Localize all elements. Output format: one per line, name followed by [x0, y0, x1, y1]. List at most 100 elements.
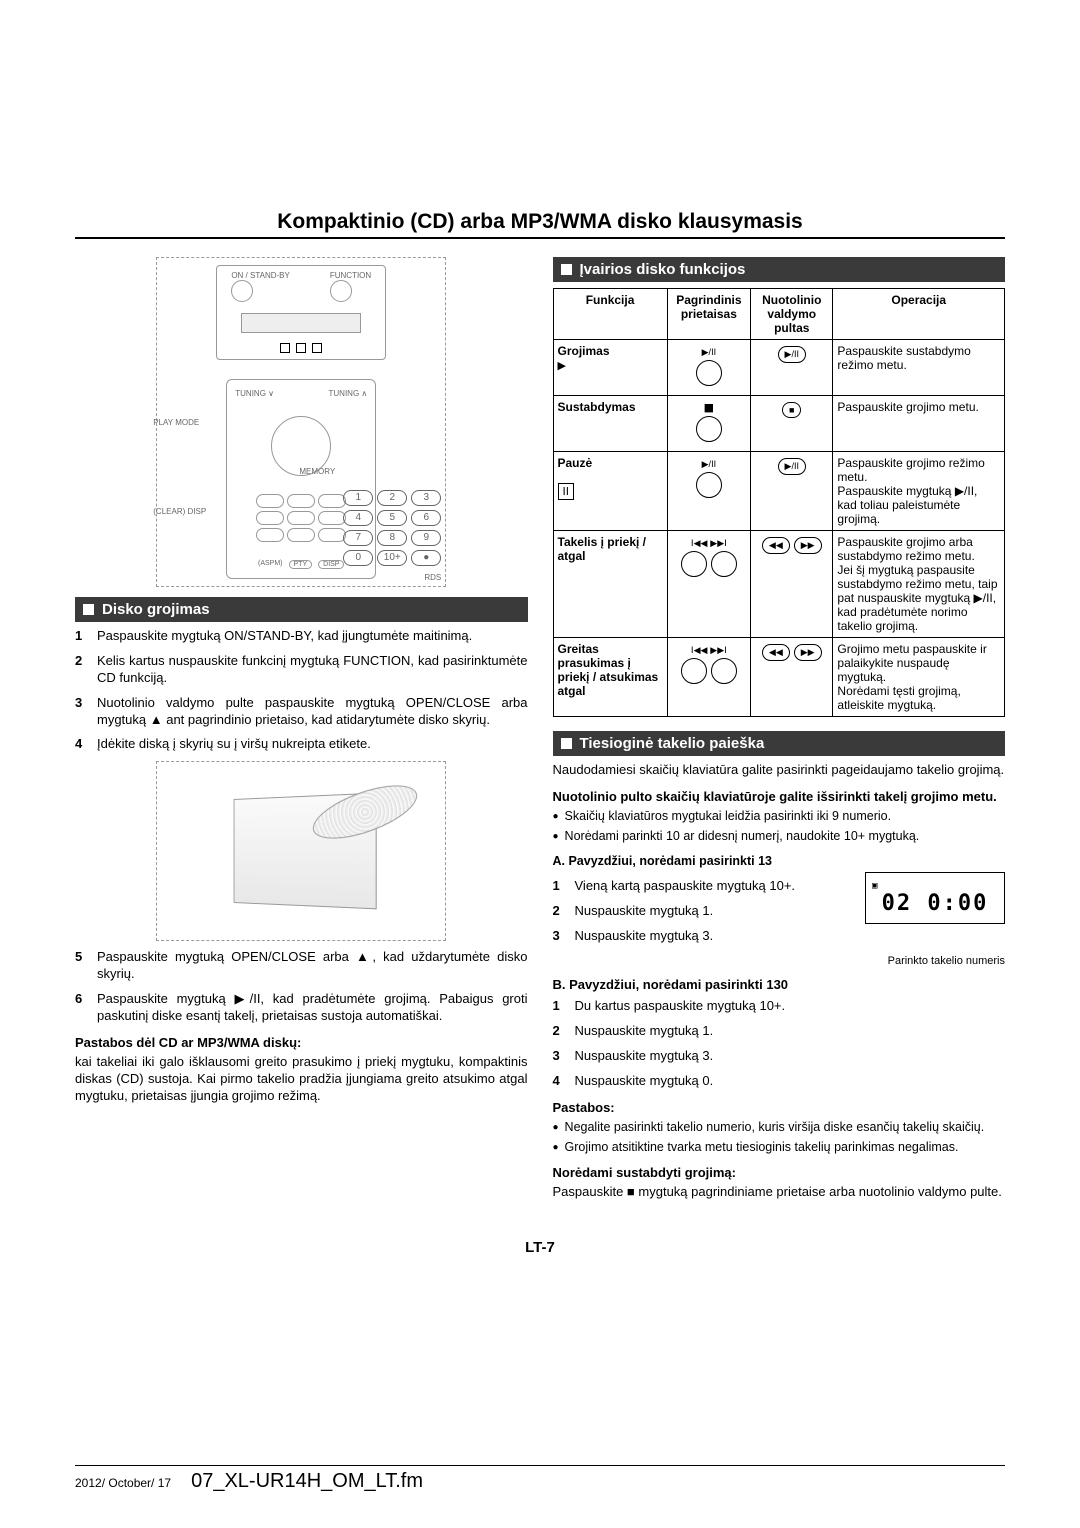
step-text: Nuspauskite mygtuką 1. — [575, 1023, 714, 1040]
th-op: Operacija — [833, 289, 1005, 340]
label-aspm: (ASPM) — [258, 560, 283, 569]
num-btn: 0 — [343, 550, 373, 566]
page-number: LT-7 — [75, 1239, 1005, 1256]
square-icon — [561, 738, 572, 749]
section-functions: Įvairios disko funkcijos — [553, 257, 1006, 282]
section-title: Disko grojimas — [102, 601, 210, 618]
circle-btn-icon — [696, 472, 722, 498]
remote-smallbtn — [256, 528, 284, 542]
num-btn: 5 — [377, 510, 407, 526]
front-btn — [296, 343, 306, 353]
row-name: Greitas prasukimas į priekį / atsukimas … — [553, 638, 667, 717]
label-pty: PTY — [289, 560, 313, 569]
step-text: Paspauskite mygtuką ON/STAND-BY, kad įju… — [97, 628, 472, 645]
example-b-steps: 1Du kartus paspauskite mygtuką 10+. 2Nus… — [553, 998, 1006, 1090]
row-op: Paspauskite grojimo metu. — [833, 396, 1005, 452]
notes-cd-title: Pastabos dėl CD ar MP3/WMA diskų: — [75, 1035, 528, 1050]
front-btn — [280, 343, 290, 353]
section-title: Įvairios disko funkcijos — [580, 261, 746, 278]
icon-label: ▶/II — [702, 347, 716, 357]
remote-smallbtn — [318, 528, 346, 542]
square-icon — [83, 604, 94, 615]
th-remote: Nuotolinio valdymo pultas — [751, 289, 833, 340]
row-name: Grojimas — [558, 344, 610, 358]
label-disp: DISP — [318, 560, 344, 569]
remote-smallbtn — [287, 511, 315, 525]
round-btn-icon: ▶/II — [778, 458, 806, 475]
circle-btn-icon — [681, 658, 707, 684]
icon-label: I◀◀ ▶▶I — [691, 646, 727, 656]
circle-btn-icon — [711, 658, 737, 684]
num-btn: 1 — [343, 490, 373, 506]
label-tuning-down: TUNING ∨ — [235, 389, 274, 398]
direct-bullets: Skaičių klaviatūros mygtukai leidžia pas… — [553, 808, 1006, 845]
label-play-mode: PLAY MODE — [153, 418, 199, 427]
label-memory: MEMORY — [299, 467, 335, 476]
num-btn: 4 — [343, 510, 373, 526]
icon-label: ■ — [704, 401, 714, 414]
icon-label: I◀◀ ▶▶I — [691, 539, 727, 549]
num-btn: 8 — [377, 530, 407, 546]
row-name: Sustabdymas — [558, 400, 636, 414]
step-text: Du kartus paspauskite mygtuką 10+. — [575, 998, 786, 1015]
bullet-text: Skaičių klaviatūros mygtukai leidžia pas… — [565, 808, 892, 824]
lcd-display: ▣ 02 0:00 — [865, 872, 1005, 924]
round-btn-icon: ▶/II — [778, 346, 806, 363]
lcd-value: 02 0:00 — [882, 891, 989, 916]
round-btn-icon: ◀◀ — [762, 644, 790, 661]
label-clear-disp: (CLEAR) DISP — [153, 507, 206, 516]
step-text: Įdėkite diską į skyrių su į viršų nukrei… — [97, 736, 371, 753]
step-text: Nuspauskite mygtuką 3. — [575, 928, 714, 945]
num-btn: 6 — [411, 510, 441, 526]
circle-btn-icon — [681, 551, 707, 577]
row-op: Grojimo metu paspauskite ir palaikykite … — [833, 638, 1005, 717]
num-btn: 10+ — [377, 550, 407, 566]
functions-table: Funkcija Pagrindinis prietaisas Nuotolin… — [553, 288, 1006, 717]
round-btn-icon: ◀◀ — [762, 537, 790, 554]
num-btn: 9 — [411, 530, 441, 546]
direct-notes: Negalite pasirinkti takelio numerio, kur… — [553, 1119, 1006, 1156]
num-btn: 3 — [411, 490, 441, 506]
step-text: Nuotolinio valdymo pulte paspauskite myg… — [97, 695, 528, 729]
row-op: Paspauskite sustabdymo režimo metu. — [833, 340, 1005, 396]
note-text: Negalite pasirinkti takelio numerio, kur… — [565, 1119, 985, 1135]
remote-smallbtn — [318, 494, 346, 508]
remote-smallbtn — [287, 528, 315, 542]
remote-smallbtn — [256, 494, 284, 508]
round-btn-icon: ▶▶ — [794, 644, 822, 661]
row-name: Pauzė — [558, 456, 593, 470]
lcd-caption: Parinkto takelio numeris — [553, 955, 1006, 967]
notes-cd-text: kai takeliai iki galo išklausomi greito … — [75, 1054, 528, 1105]
section-title: Tiesioginė takelio paieška — [580, 735, 765, 752]
bullet-text: Norėdami parinkti 10 ar didesnį numerį, … — [565, 828, 920, 844]
label-function: FUNCTION — [330, 271, 371, 280]
notes-title: Pastabos: — [553, 1100, 1006, 1115]
front-btn — [312, 343, 322, 353]
direct-intro: Naudodamiesi skaičių klaviatūra galite p… — [553, 762, 1006, 779]
knob-standby — [231, 280, 253, 302]
footer-date: 2012/ October/ 17 — [75, 1476, 171, 1490]
th-funkcija: Funkcija — [553, 289, 667, 340]
label-on-standby: ON / STAND-BY — [231, 271, 290, 280]
step-text: Paspauskite mygtuką OPEN/CLOSE arba ▲, k… — [97, 949, 528, 983]
title-rule — [75, 237, 1005, 239]
stop-text: Paspauskite ■ mygtuką pagrindiniame prie… — [553, 1184, 1006, 1201]
step-text: Kelis kartus nuspauskite funkcinį mygtuk… — [97, 653, 528, 687]
disk-play-steps: 1Paspauskite mygtuką ON/STAND-BY, kad įj… — [75, 628, 528, 753]
device-screen — [241, 313, 361, 333]
circle-btn-icon — [711, 551, 737, 577]
round-btn-icon: ▶▶ — [794, 537, 822, 554]
step-text: Nuspauskite mygtuką 0. — [575, 1073, 714, 1090]
label-tuning-up: TUNING ∧ — [329, 389, 368, 398]
remote-smallbtn — [318, 511, 346, 525]
th-main: Pagrindinis prietaisas — [667, 289, 751, 340]
page-title: Kompaktinio (CD) arba MP3/WMA disko klau… — [75, 210, 1005, 234]
example-b-title: B. Pavyzdžiui, norėdami pasirinkti 130 — [553, 977, 1006, 992]
circle-btn-icon — [696, 416, 722, 442]
step-text: Nuspauskite mygtuką 3. — [575, 1048, 714, 1065]
circle-btn-icon — [696, 360, 722, 386]
knob-function — [330, 280, 352, 302]
device-diagram: ON / STAND-BY FUNCTION TUNI — [156, 257, 446, 587]
row-op: Paspauskite grojimo režimo metu. Paspaus… — [833, 452, 1005, 531]
note-text: Grojimo atsitiktine tvarka metu tiesiogi… — [565, 1139, 959, 1155]
